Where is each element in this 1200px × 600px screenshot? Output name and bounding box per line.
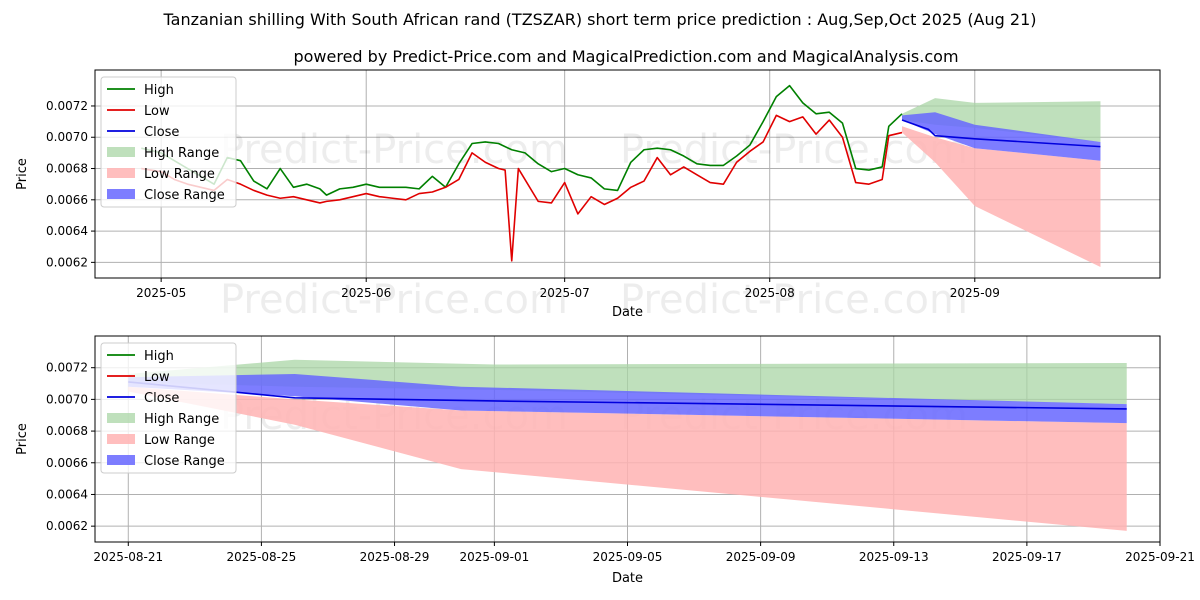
legend: High Low Close High Range Low Range Close Ran… — [100, 342, 237, 474]
legend-label: Close Range — [144, 454, 225, 469]
legend-swatch-high-range — [107, 147, 135, 157]
y-tick-label: 0.0066 — [46, 456, 88, 470]
close-range-band — [128, 374, 1127, 424]
x-tick-label: 2025-09-05 — [593, 550, 663, 564]
y-axis-label: Price — [15, 423, 30, 455]
x-tick-label: 2025-07 — [540, 286, 590, 300]
watermark: Predict-Price.com — [620, 277, 968, 323]
y-tick-label: 0.0072 — [46, 361, 88, 375]
legend: High Low Close High Range Low Range Close Ran… — [100, 76, 237, 208]
low-range-band — [128, 386, 1127, 531]
legend-label: Low Range — [144, 433, 215, 448]
legend-label: Close — [144, 125, 179, 140]
x-tick-label: 2025-09-01 — [460, 550, 530, 564]
x-tick-label: 2025-05 — [136, 286, 186, 300]
legend-swatch-close-range — [107, 455, 135, 465]
legend-label: Low Range — [144, 167, 215, 182]
y-tick-label: 0.0068 — [46, 162, 88, 176]
high-series-line — [141, 84, 903, 196]
y-tick-label: 0.0072 — [46, 99, 88, 113]
plot-frame — [94, 335, 1161, 543]
plot-frame — [94, 69, 1161, 279]
main-price-chart: 2025-05 2025-06 2025-07 2025-08 2025-09 0.006… — [15, 69, 1161, 323]
y-tick-label: 0.0070 — [46, 130, 88, 144]
y-tick-label: 0.0064 — [46, 487, 88, 501]
x-tick-label: 2025-09 — [950, 286, 1000, 300]
x-tick-label: 2025-09-17 — [992, 550, 1062, 564]
low-series-line — [141, 114, 903, 262]
legend-label: High Range — [144, 146, 219, 161]
y-tick-label: 0.0062 — [46, 519, 88, 533]
legend-swatch-low-range — [107, 434, 135, 444]
x-tick-label: 2025-09-13 — [859, 550, 929, 564]
legend-label: Low — [144, 370, 170, 385]
x-tick-label: 2025-06 — [341, 286, 391, 300]
forecast-zoom-chart: 2025-08-21 2025-08-25 2025-08-29 2025-09-01… — [15, 335, 1195, 586]
low-range-band — [902, 126, 1101, 268]
legend-swatch-close-range — [107, 189, 135, 199]
x-tick-label: 2025-08-21 — [93, 550, 163, 564]
y-tick-label: 0.0066 — [46, 193, 88, 207]
legend-swatch-low-range — [107, 168, 135, 178]
watermark: Predict-Price.com — [220, 127, 568, 173]
y-tick-label: 0.0064 — [46, 224, 88, 238]
x-tick-label: 2025-09-09 — [726, 550, 796, 564]
y-axis-label: Price — [15, 158, 30, 190]
close-series-line — [901, 119, 1101, 148]
chart-subtitle: powered by Predict-Price.com and Magical… — [293, 47, 958, 66]
high-range-band — [902, 98, 1101, 142]
x-tick-label: 2025-08-29 — [360, 550, 430, 564]
y-tick-label: 0.0070 — [46, 392, 88, 406]
x-axis-label: Date — [612, 305, 643, 320]
legend-label: Close — [144, 391, 179, 406]
x-axis-label: Date — [612, 571, 643, 586]
legend-label: High — [144, 83, 174, 98]
high-range-band — [128, 359, 1127, 405]
legend-label: Close Range — [144, 188, 225, 203]
chart-title: Tanzanian shilling With South African ra… — [163, 10, 1037, 29]
legend-label: Low — [144, 104, 170, 119]
y-tick-label: 0.0068 — [46, 424, 88, 438]
watermark: Predict-Price.com — [220, 277, 568, 323]
legend-swatch-high-range — [107, 413, 135, 423]
y-tick-label: 0.0062 — [46, 255, 88, 269]
close-range-band — [902, 112, 1101, 161]
x-tick-label: 2025-08-25 — [227, 550, 297, 564]
legend-label: High Range — [144, 412, 219, 427]
x-tick-label: 2025-08 — [745, 286, 795, 300]
x-tick-label: 2025-09-21 — [1125, 550, 1195, 564]
legend-label: High — [144, 349, 174, 364]
